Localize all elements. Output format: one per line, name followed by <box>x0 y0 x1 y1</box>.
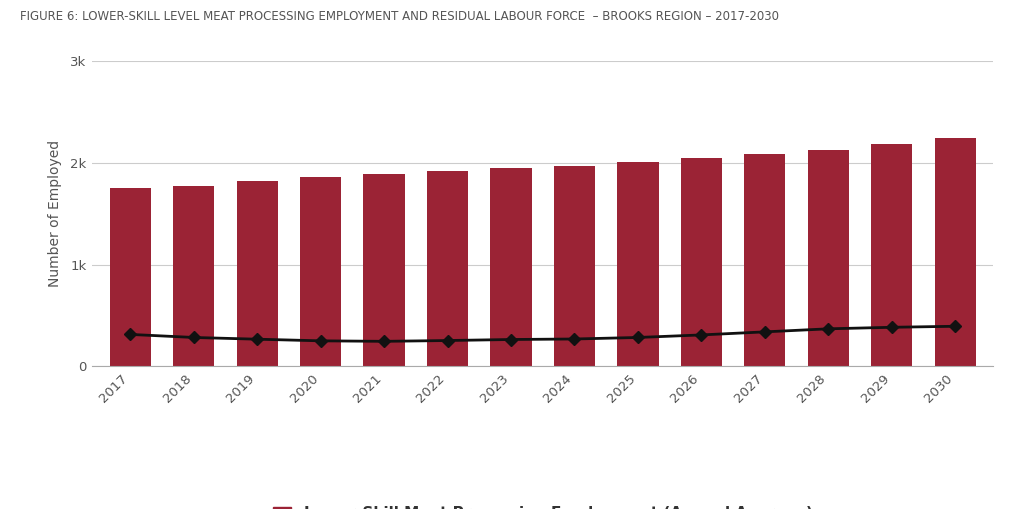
Bar <box>300 177 341 366</box>
Legend: Lower-Skill Meat Processing Employment (Annual Average), Residual Labour Force: Lower-Skill Meat Processing Employment (… <box>273 506 812 509</box>
Bar <box>490 168 531 366</box>
Bar <box>871 144 912 366</box>
Bar <box>237 181 278 366</box>
Text: FIGURE 6: LOWER-SKILL LEVEL MEAT PROCESSING EMPLOYMENT AND RESIDUAL LABOUR FORCE: FIGURE 6: LOWER-SKILL LEVEL MEAT PROCESS… <box>20 10 779 23</box>
Bar <box>427 171 468 366</box>
Bar <box>554 166 595 366</box>
Y-axis label: Number of Employed: Number of Employed <box>48 140 62 288</box>
Bar <box>110 188 151 366</box>
Bar <box>935 138 976 366</box>
Bar <box>364 174 404 366</box>
Bar <box>744 154 785 366</box>
Bar <box>617 162 658 366</box>
Bar <box>681 158 722 366</box>
Bar <box>173 186 214 366</box>
Bar <box>808 150 849 366</box>
